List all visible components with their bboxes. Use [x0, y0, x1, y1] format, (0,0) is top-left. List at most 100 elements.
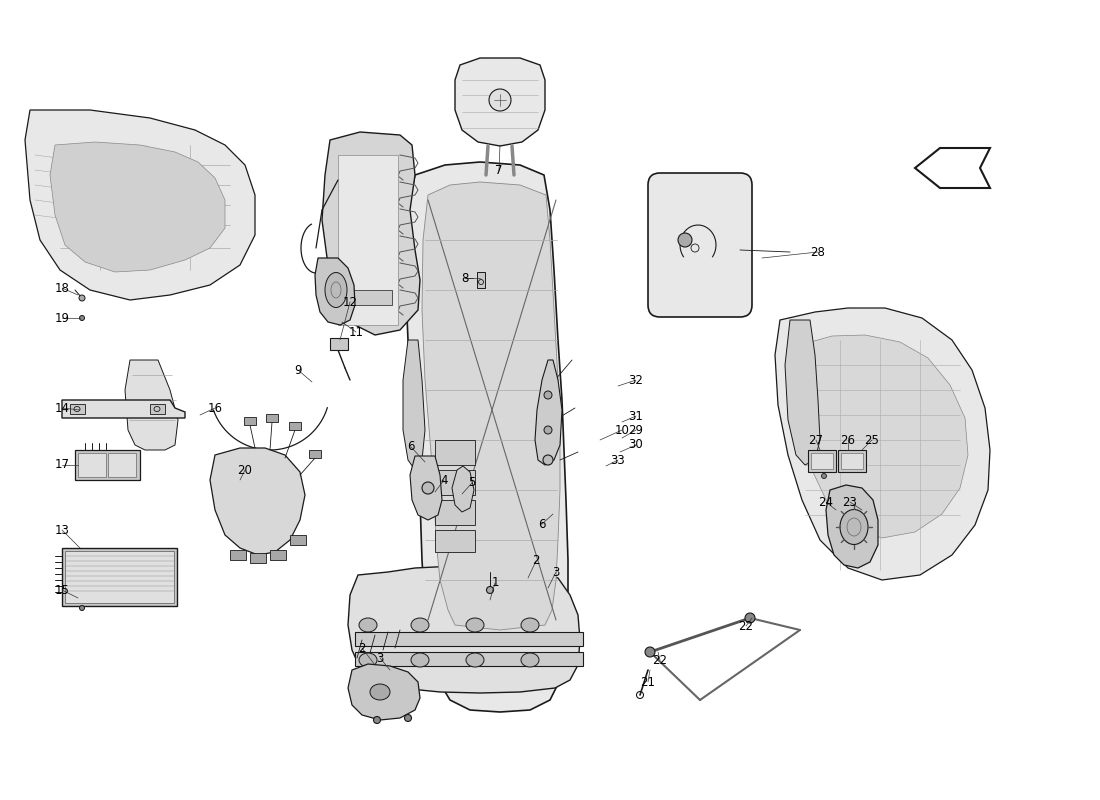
Text: 17: 17 [55, 458, 69, 471]
Text: 28: 28 [811, 246, 825, 258]
Text: 20: 20 [238, 463, 252, 477]
Ellipse shape [79, 295, 85, 301]
Text: 31: 31 [628, 410, 643, 422]
Polygon shape [915, 148, 990, 188]
Polygon shape [826, 485, 878, 568]
Ellipse shape [466, 653, 484, 667]
Bar [355, 652, 583, 666]
Bar [338, 155, 398, 325]
Ellipse shape [521, 618, 539, 632]
Bar [434, 500, 475, 525]
FancyBboxPatch shape [648, 173, 752, 317]
Polygon shape [796, 335, 968, 538]
Bar [842, 453, 864, 469]
Bar [150, 404, 165, 414]
Bar [108, 453, 136, 477]
Bar [330, 338, 348, 350]
Text: 29: 29 [628, 423, 643, 437]
Bar [355, 632, 583, 646]
Bar [230, 550, 246, 560]
Polygon shape [25, 110, 255, 300]
Text: 5: 5 [469, 477, 475, 490]
Bar [65, 551, 174, 603]
Text: 18: 18 [55, 282, 69, 294]
Ellipse shape [745, 613, 755, 623]
Polygon shape [348, 566, 580, 693]
Text: 19: 19 [55, 311, 69, 325]
Bar [70, 404, 85, 414]
Ellipse shape [411, 618, 429, 632]
Ellipse shape [645, 647, 654, 657]
Text: 2: 2 [532, 554, 540, 567]
Bar [434, 470, 475, 495]
Bar [477, 272, 485, 288]
Polygon shape [50, 142, 225, 272]
Text: 33: 33 [610, 454, 626, 466]
Ellipse shape [374, 717, 381, 723]
Text: 22: 22 [738, 619, 754, 633]
Text: 30: 30 [628, 438, 643, 451]
Bar [290, 535, 306, 545]
Text: 24: 24 [818, 495, 834, 509]
Ellipse shape [490, 89, 512, 111]
Bar [75, 450, 140, 480]
Text: 7: 7 [495, 165, 503, 178]
Text: 12: 12 [342, 295, 358, 309]
Polygon shape [322, 132, 420, 335]
Ellipse shape [466, 618, 484, 632]
Text: 9: 9 [295, 363, 301, 377]
Ellipse shape [359, 653, 377, 667]
Polygon shape [410, 456, 442, 520]
Ellipse shape [324, 273, 346, 307]
Polygon shape [405, 162, 568, 712]
Text: 25: 25 [865, 434, 879, 446]
Ellipse shape [370, 684, 390, 700]
Polygon shape [452, 466, 474, 512]
Polygon shape [785, 320, 820, 465]
Text: 10: 10 [615, 423, 629, 437]
Bar [342, 290, 392, 305]
Polygon shape [455, 58, 544, 146]
Ellipse shape [359, 618, 377, 632]
Polygon shape [422, 182, 560, 630]
Bar [309, 450, 321, 458]
Bar [838, 450, 866, 472]
Bar [266, 414, 278, 422]
Text: 6: 6 [538, 518, 546, 530]
Ellipse shape [411, 653, 429, 667]
Polygon shape [62, 400, 185, 418]
Text: 32: 32 [628, 374, 643, 386]
Polygon shape [535, 360, 562, 465]
Bar [434, 530, 475, 552]
Polygon shape [776, 308, 990, 580]
Text: 4: 4 [440, 474, 448, 486]
Text: 6: 6 [407, 441, 415, 454]
Bar [62, 548, 177, 606]
Bar [270, 550, 286, 560]
Text: 14: 14 [55, 402, 69, 414]
Text: 27: 27 [808, 434, 824, 446]
Polygon shape [125, 360, 178, 450]
Ellipse shape [678, 233, 692, 247]
Polygon shape [348, 664, 420, 720]
Text: 15: 15 [55, 583, 69, 597]
Ellipse shape [840, 510, 868, 545]
Text: 3: 3 [552, 566, 560, 578]
Ellipse shape [521, 653, 539, 667]
Text: 26: 26 [840, 434, 856, 446]
Text: 16: 16 [208, 402, 222, 414]
Bar [244, 417, 256, 425]
Bar [434, 440, 475, 465]
Bar [78, 453, 106, 477]
Ellipse shape [486, 586, 494, 594]
Polygon shape [403, 340, 425, 470]
Ellipse shape [79, 606, 85, 610]
Ellipse shape [544, 391, 552, 399]
Ellipse shape [79, 315, 85, 321]
Bar [250, 553, 266, 563]
Text: 22: 22 [652, 654, 668, 666]
Text: 11: 11 [349, 326, 363, 338]
Text: 23: 23 [843, 495, 857, 509]
Polygon shape [315, 258, 355, 325]
Ellipse shape [422, 482, 435, 494]
